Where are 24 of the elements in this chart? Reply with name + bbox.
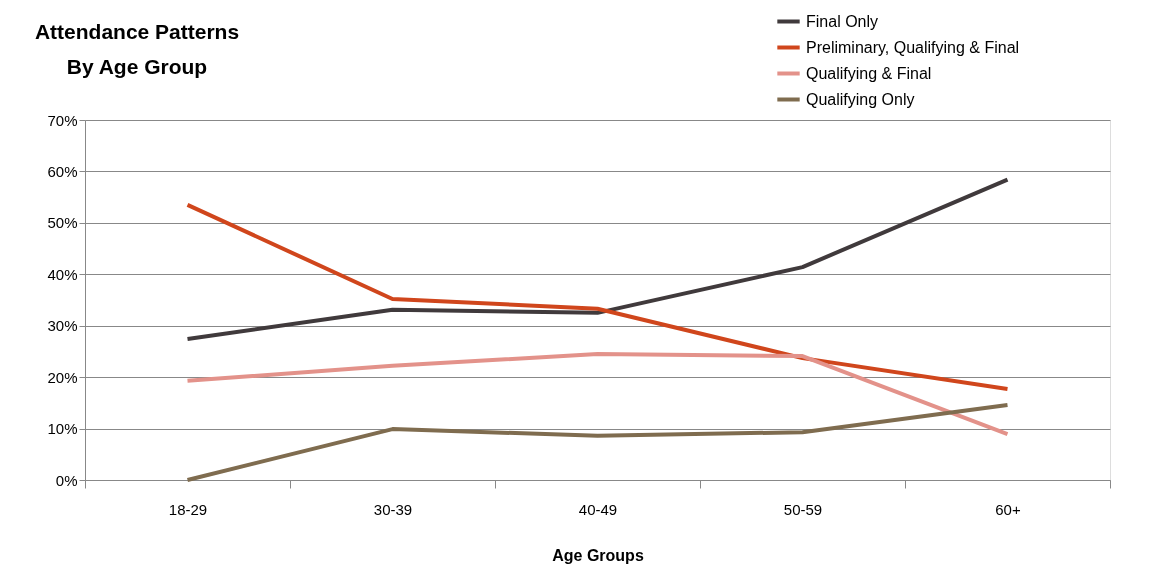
text: By Age Group xyxy=(66,55,208,78)
x-axis-title: Age Groups xyxy=(552,546,644,564)
y-tick-label: 40% xyxy=(47,265,78,283)
x-tick-label: 40-49 xyxy=(578,500,618,518)
legend-label: Qualifying & Final xyxy=(806,64,932,82)
x-tick-label: 30-39 xyxy=(373,500,413,518)
x-tick-label: 18-29 xyxy=(168,500,208,518)
line-series xyxy=(185,402,1010,482)
y-tick-label: 60% xyxy=(47,162,78,180)
line-series xyxy=(185,202,1010,391)
legend-label: Final Only xyxy=(806,12,879,30)
line-series xyxy=(185,177,1010,342)
text: Attendance Patterns xyxy=(34,20,240,43)
x-tick-label: 50-59 xyxy=(783,500,823,518)
y-tick-label: 0% xyxy=(55,471,78,489)
y-tick-label: 50% xyxy=(47,214,78,232)
y-tick-label: 20% xyxy=(47,368,78,386)
x-tick-label: 60+ xyxy=(995,500,1021,518)
y-tick-label: 10% xyxy=(47,420,78,438)
legend-label: Qualifying Only xyxy=(806,90,915,108)
line-series xyxy=(185,352,1010,437)
legend-label: Preliminary, Qualifying & Final xyxy=(806,38,1020,56)
y-tick-label: 30% xyxy=(47,317,78,335)
y-tick-label: 70% xyxy=(47,111,78,129)
